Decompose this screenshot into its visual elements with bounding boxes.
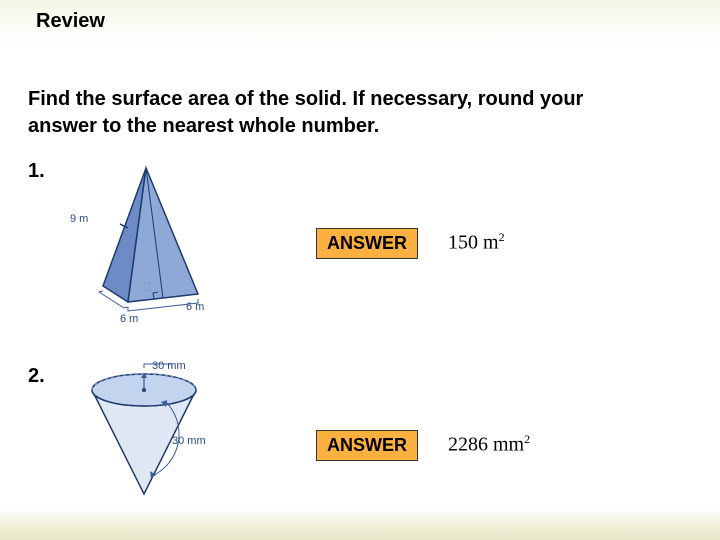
- page-title: Review: [36, 10, 105, 33]
- answer-value-1-num: 150 m: [448, 232, 499, 254]
- answer-badge-2: ANSWER: [316, 430, 418, 461]
- prompt-text: Find the surface area of the solid. If n…: [28, 86, 588, 140]
- answer-value-2: 2286 mm2: [448, 432, 530, 457]
- problem-number-1: 1.: [28, 160, 45, 183]
- pyramid-base-b-label: 6 m: [120, 313, 138, 325]
- answer-value-2-exp: 2: [524, 432, 530, 446]
- cone-radius-label: 30 mm: [152, 360, 186, 372]
- pyramid-figure: 9 m 6 m 6 m: [58, 162, 213, 332]
- header-band: [0, 0, 720, 44]
- cone-slant-label: 30 mm: [172, 435, 206, 447]
- cone-figure: 30 mm 30 mm: [70, 358, 220, 513]
- answer-value-1-exp: 2: [499, 230, 505, 244]
- footer-band: [0, 510, 720, 540]
- problem-number-2: 2.: [28, 365, 45, 388]
- pyramid-base-a-label: 6 m: [186, 301, 204, 313]
- answer-value-1: 150 m2: [448, 230, 505, 255]
- answer-badge-1: ANSWER: [316, 228, 418, 259]
- answer-value-2-num: 2286 mm: [448, 434, 524, 456]
- pyramid-slant-label: 9 m: [70, 213, 88, 225]
